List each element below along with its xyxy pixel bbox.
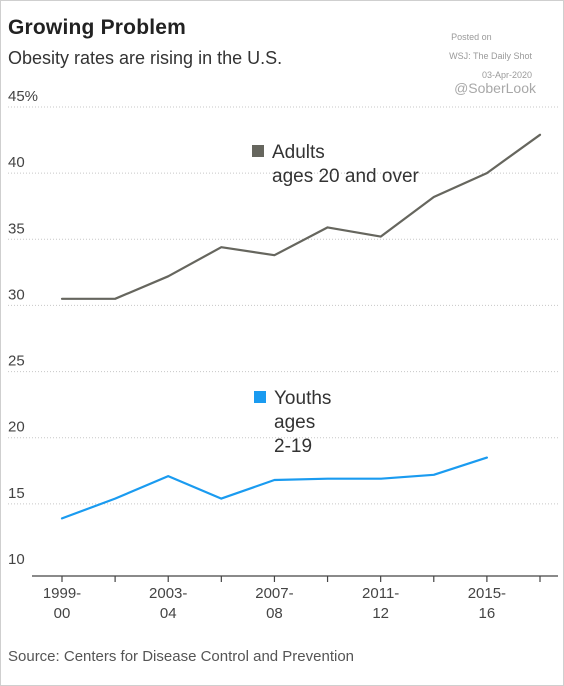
legend-label-adults: Adults: [272, 142, 325, 163]
x-tick-label: 2007-: [255, 585, 293, 602]
legend: Adults ages 20 and over Youths ages 2-19: [252, 142, 420, 457]
chart-title: Growing Problem: [8, 16, 187, 39]
handle-watermark: @SoberLook: [454, 80, 536, 96]
x-tick-label: 00: [54, 605, 71, 622]
legend-label-youths: 2-19: [274, 436, 312, 457]
posted-line-1: Posted on: [451, 32, 492, 42]
x-tick-label: 16: [479, 605, 496, 622]
y-tick-label: 15: [8, 485, 25, 502]
legend-label-youths: ages: [274, 412, 315, 433]
x-tick-label: 12: [372, 605, 389, 622]
x-tick-label: 2003-: [149, 585, 187, 602]
legend-label-adults: ages 20 and over: [272, 166, 420, 187]
legend-swatch-youths: [254, 391, 266, 403]
series-lines: [60, 133, 542, 520]
y-axis-ticks: 45% 40 35 30 25 20 15 10: [8, 88, 38, 568]
posted-line-3: 03-Apr-2020: [481, 70, 532, 80]
y-tick-label: 35: [8, 220, 25, 237]
x-tick-label: 2015-: [468, 585, 506, 602]
legend-swatch-adults: [252, 145, 264, 157]
y-tick-label: 45%: [8, 88, 38, 105]
x-axis: 1999- 00 2003- 04 2007- 08 2011- 12 2015- 16: [32, 575, 558, 622]
x-tick-label: 2011-: [362, 585, 399, 602]
y-tick-label: 10: [8, 551, 25, 568]
x-tick-label: 04: [160, 605, 177, 622]
series-line-youths: [60, 456, 488, 520]
posted-watermark: Posted on WSJ: The Daily Shot 03-Apr-202…: [449, 28, 532, 85]
chart-subtitle: Obesity rates are rising in the U.S.: [8, 48, 283, 68]
source-note: Source: Centers for Disease Control and …: [8, 648, 355, 665]
legend-label-youths: Youths: [274, 388, 331, 409]
line-chart: 45% 40 35 30 25 20 15 10 1999- 00 2003- 04 2007- 08 2…: [8, 88, 558, 622]
y-tick-label: 25: [8, 353, 25, 370]
x-tick-label: 1999-: [43, 585, 81, 602]
posted-line-2: WSJ: The Daily Shot: [449, 51, 532, 61]
y-tick-label: 30: [8, 286, 25, 303]
y-tick-label: 20: [8, 419, 25, 436]
series-line-adults: [60, 133, 542, 300]
y-tick-label: 40: [8, 154, 25, 171]
x-tick-label: 08: [266, 605, 283, 622]
